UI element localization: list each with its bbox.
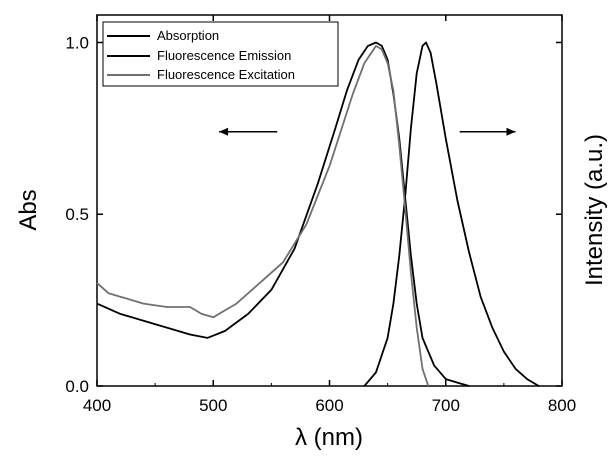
y-axis-title-left: Abs bbox=[15, 189, 42, 230]
y-tick-label: 0.5 bbox=[65, 205, 89, 224]
x-tick-label: 600 bbox=[315, 396, 343, 415]
x-axis-title: λ (nm) bbox=[295, 424, 363, 451]
x-tick-label: 500 bbox=[199, 396, 227, 415]
x-tick-label: 400 bbox=[83, 396, 111, 415]
series-line-absorption bbox=[97, 43, 469, 387]
series-line-fluorescence-emission bbox=[364, 43, 538, 387]
legend-label-emission: Fluorescence Emission bbox=[157, 48, 291, 63]
x-tick-label: 700 bbox=[432, 396, 460, 415]
arrow-right-head bbox=[507, 128, 516, 136]
y-tick-label: 0.0 bbox=[65, 377, 89, 396]
arrow-left-head bbox=[219, 128, 228, 136]
legend-label-excitation: Fluorescence Excitation bbox=[157, 67, 295, 82]
series-line-fluorescence-excitation bbox=[97, 46, 428, 386]
legend: Absorption Fluorescence Emission Fluores… bbox=[103, 22, 338, 86]
legend-label-absorption: Absorption bbox=[157, 28, 219, 43]
y-tick-label: 1.0 bbox=[65, 33, 89, 52]
arrows-layer bbox=[219, 128, 515, 136]
series-layer bbox=[97, 43, 539, 387]
y-axis-title-right: Intensity (a.u.) bbox=[581, 134, 608, 286]
x-tick-label: 800 bbox=[548, 396, 576, 415]
